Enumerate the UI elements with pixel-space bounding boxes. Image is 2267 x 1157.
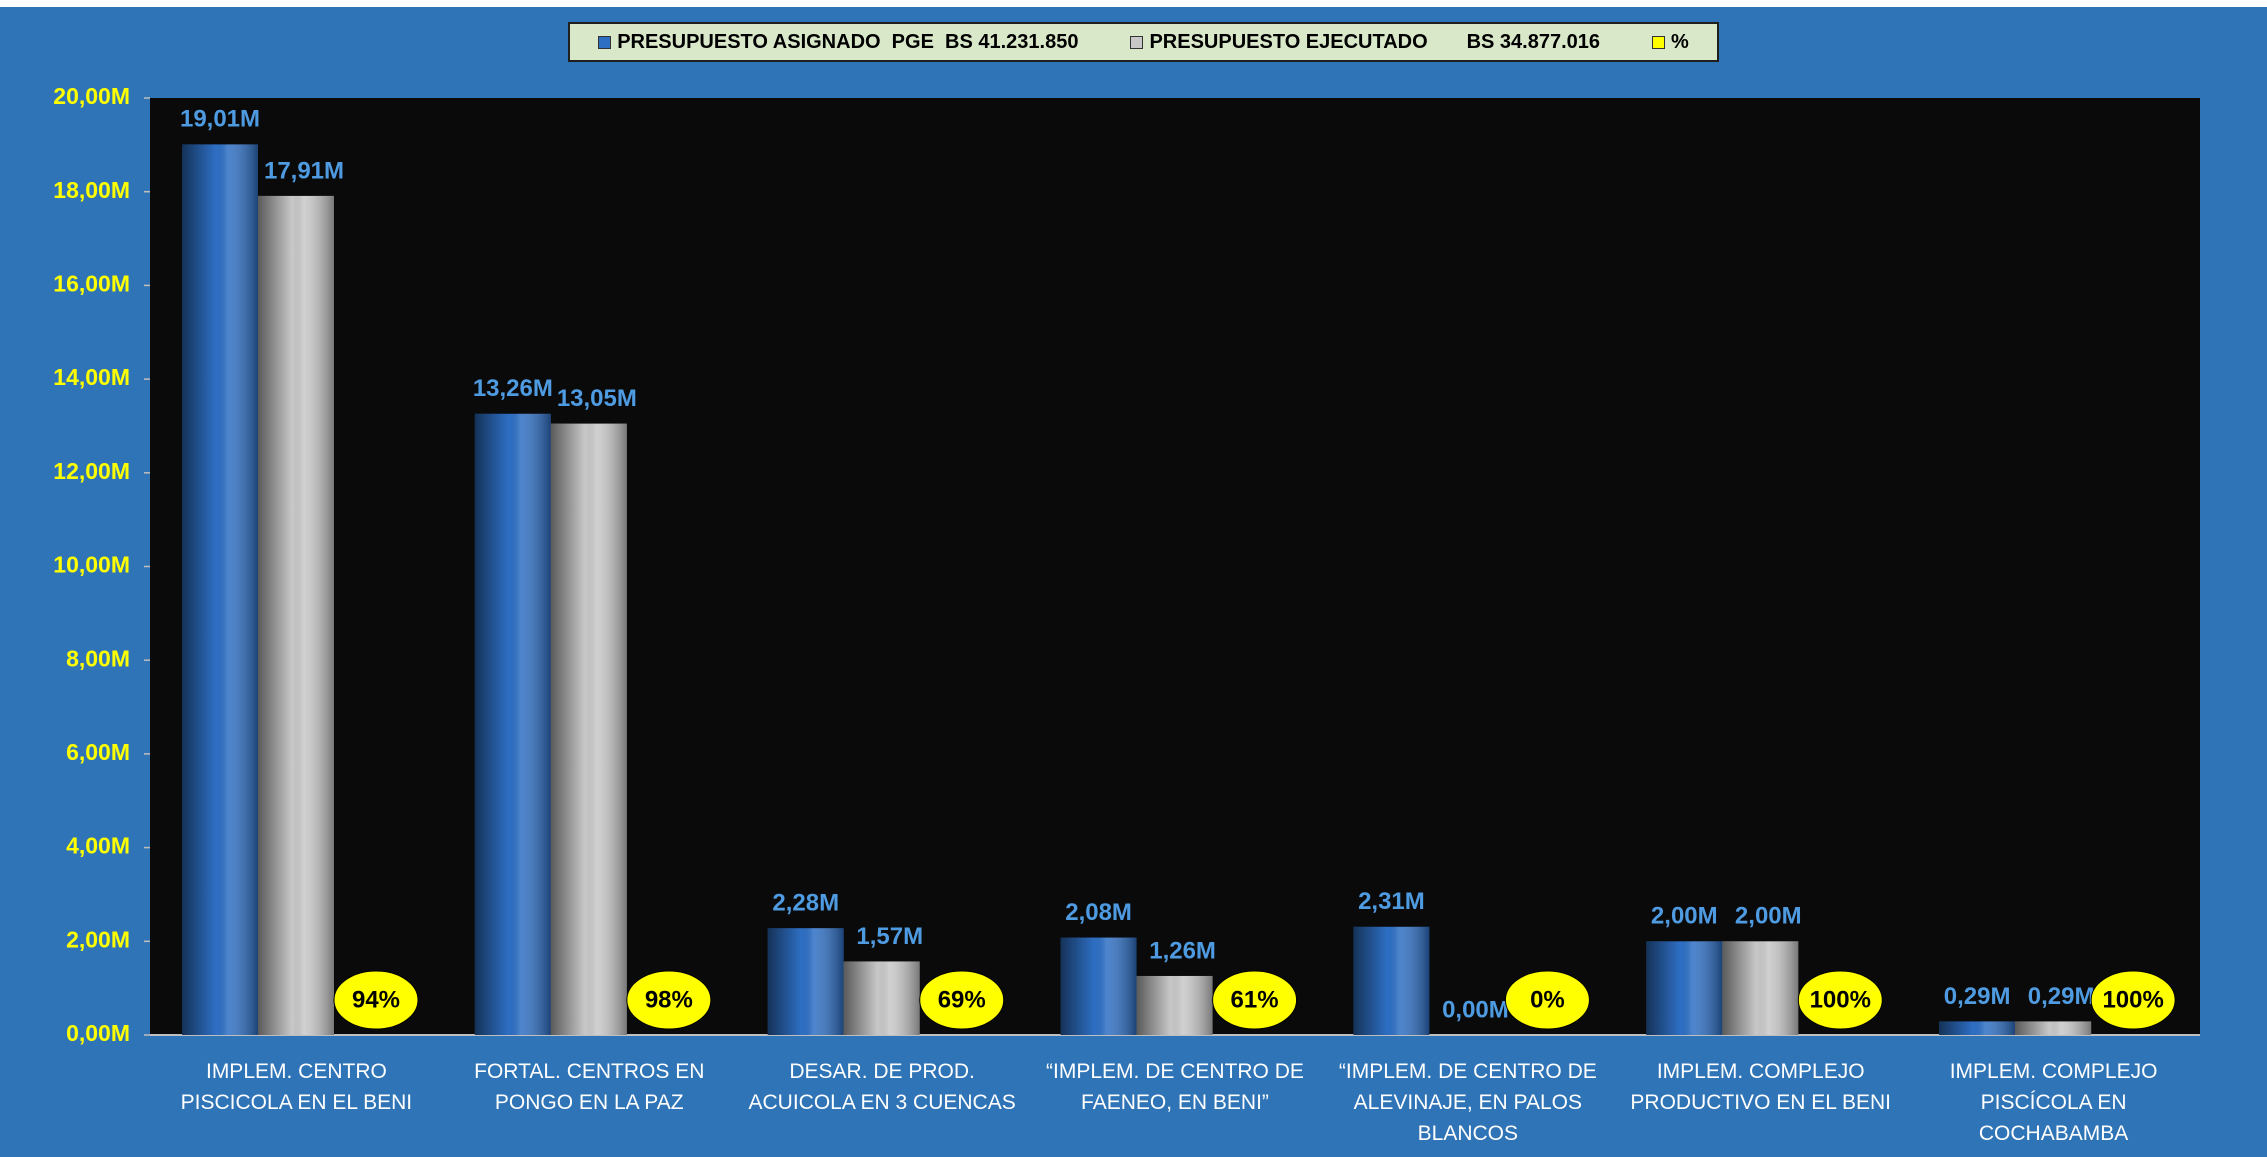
x-tick-label: IMPLEM. CENTRO PISCICOLA EN EL BENI [180,1060,413,1114]
bar-shade [474,413,551,1035]
legend-label: % [1671,30,1689,53]
x-tick-label: IMPLEM. COMPLEJO PISCÍCOLA EN COCHABAMBA [1949,1060,2158,1145]
bar-shade [843,961,920,1035]
percent-badge [626,970,712,1030]
legend-item: PRESUPUESTO ASIGNADO PGE BS 41.231.850 [598,31,1078,54]
percent-label: 0% [1530,986,1565,1013]
y-tick-label: 20,00M [53,83,130,109]
value-label: 0,00M [1442,996,1509,1023]
percent-badge [919,970,1005,1030]
value-label: 2,28M [772,890,839,917]
plot-area [150,98,2200,1035]
x-tick-label: “IMPLEM. DE CENTRO DE FAENEO, EN BENI” [1046,1060,1304,1114]
y-tick-label: 12,00M [53,458,130,484]
legend-label: PRESUPUESTO ASIGNADO PGE BS 41.231.850 [617,30,1079,53]
value-label: 2,31M [1358,888,1425,915]
value-label: 0,29M [1944,983,2011,1010]
percent-label: 100% [1810,986,1871,1013]
legend-label: PRESUPUESTO EJECUTADO BS 34.877.016 [1149,30,1601,53]
x-tick-label: IMPLEM. COMPLEJO PRODUCTIVO EN EL BENI [1630,1060,1891,1114]
legend-swatch [1130,35,1144,49]
value-label: 1,26M [1149,937,1216,964]
bar-shade [1060,937,1137,1035]
bar-shade [550,423,627,1035]
x-tick-label: DESAR. DE PROD. ACUICOLA EN 3 CUENCAS [748,1060,1016,1114]
percent-label: 69% [938,986,986,1013]
value-label: 2,00M [1651,903,1718,930]
value-label: 2,08M [1065,899,1132,926]
percent-label: 94% [352,986,400,1013]
value-label: 0,29M [2028,983,2095,1010]
y-tick-label: 2,00M [66,926,130,952]
y-tick-label: 6,00M [66,739,130,765]
bar-shade [1353,926,1430,1035]
y-tick-label: 4,00M [66,833,130,859]
value-label: 13,26M [473,375,553,402]
x-tick-label: FORTAL. CENTROS EN PONGO EN LA PAZ [474,1060,705,1114]
bar-shade [258,195,334,1035]
x-tick-label: “IMPLEM. DE CENTRO DE ALEVINAJE, EN PALO… [1338,1060,1597,1145]
percent-badge [1212,970,1298,1030]
y-tick-label: 8,00M [66,645,130,671]
percent-label: 100% [2102,986,2163,1013]
bar-shade [1722,941,1799,1035]
legend-item: PRESUPUESTO EJECUTADO BS 34.877.016 [1130,31,1600,54]
bar-shade [767,928,844,1035]
y-tick-label: 18,00M [53,177,130,203]
percent-badge [1504,970,1590,1030]
bar-shade [2015,1021,2092,1035]
percent-badge [1797,970,1883,1030]
legend-swatch [598,35,612,49]
y-tick-label: 0,00M [66,1020,130,1046]
y-tick-label: 14,00M [53,364,130,390]
percent-label: 61% [1231,986,1279,1013]
y-tick-label: 10,00M [53,552,130,578]
bar-shade [182,144,258,1036]
legend: PRESUPUESTO ASIGNADO PGE BS 41.231.850 PR… [568,22,1719,62]
percent-label: 98% [645,986,693,1013]
value-label: 19,01M [180,106,260,133]
percent-badge [2090,970,2176,1030]
bar-shade [1136,975,1213,1035]
percent-badge [333,970,419,1030]
y-tick-label: 16,00M [53,270,130,296]
bar-shade [1646,941,1723,1035]
value-label: 2,00M [1735,903,1802,930]
value-label: 17,91M [264,157,344,184]
value-label: 13,05M [557,385,637,412]
bar-shade [1939,1021,2016,1035]
value-label: 1,57M [856,923,923,950]
legend-item: % [1652,31,1689,54]
legend-swatch [1652,35,1666,49]
